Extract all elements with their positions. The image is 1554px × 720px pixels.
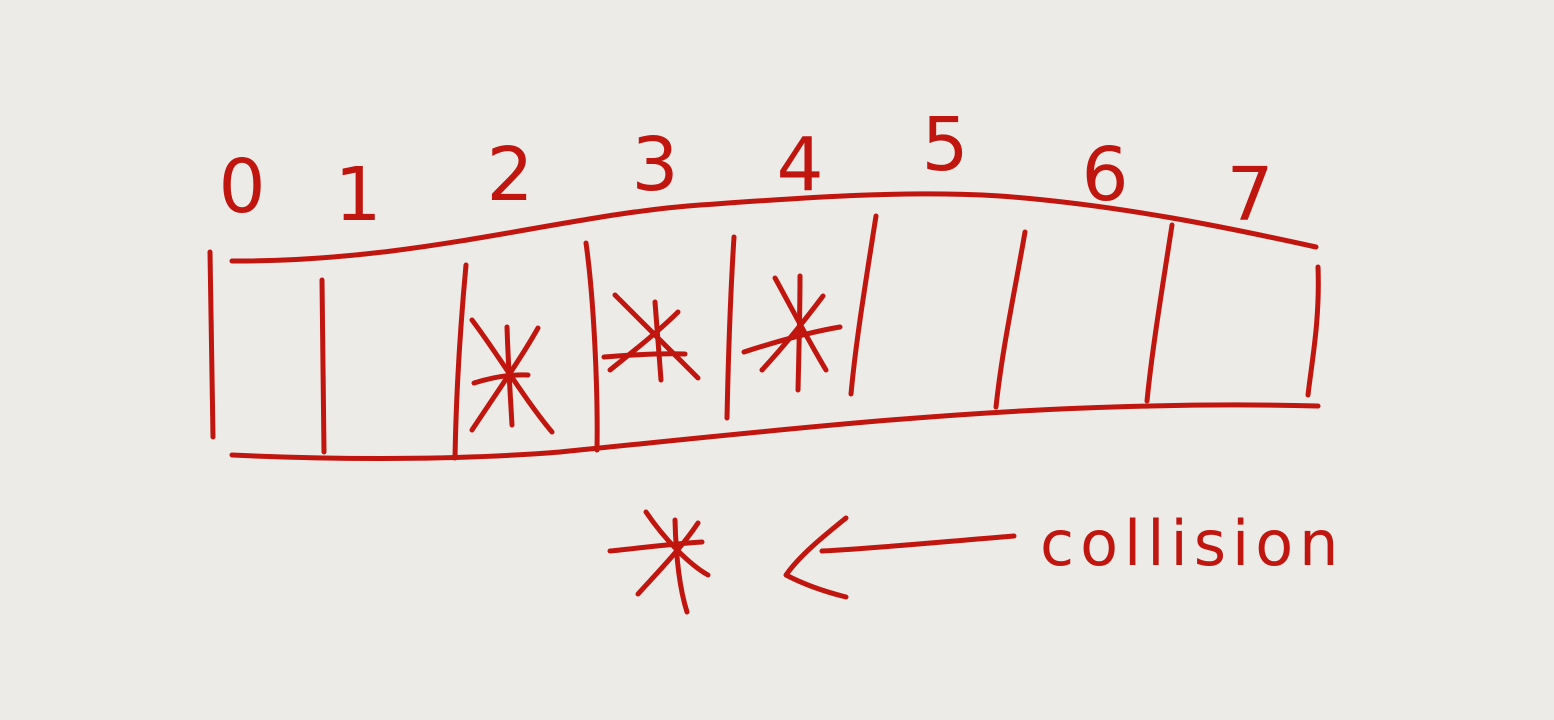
legend: collision (607, 507, 1344, 615)
array-bottom-edge (229, 402, 1321, 461)
collision-mark-slot-2 (469, 317, 555, 435)
divider-5-6 (848, 213, 879, 397)
slot-dividers (319, 213, 1175, 461)
divider-1-2 (319, 277, 327, 455)
collision-mark-slot-4 (741, 273, 843, 393)
left-arrow-icon (783, 515, 1017, 600)
divider-3-4 (583, 240, 600, 453)
divider-4-5 (724, 234, 737, 421)
slot-index-label-3: 3 (631, 122, 678, 208)
legend-collision-label: collision (1040, 507, 1344, 580)
slot-index-label-4: 4 (776, 122, 823, 208)
array-left-edge (207, 249, 216, 440)
divider-7-8 (1144, 222, 1175, 404)
slot-index-label-7: 7 (1226, 152, 1273, 238)
slot-index-label-2: 2 (486, 132, 533, 218)
slot-index-label-1: 1 (334, 152, 381, 238)
slot-index-label-0: 0 (218, 144, 265, 230)
collision-marks (469, 273, 843, 435)
array-top-edge (229, 191, 1319, 264)
divider-6-7 (993, 229, 1028, 410)
slot-index-label-5: 5 (921, 102, 968, 188)
divider-2-3 (452, 262, 469, 461)
collision-mark-slot-3 (601, 292, 701, 383)
collision-asterisk-icon (607, 509, 711, 615)
array-outline (207, 191, 1321, 461)
array-right-edge (1305, 264, 1321, 398)
